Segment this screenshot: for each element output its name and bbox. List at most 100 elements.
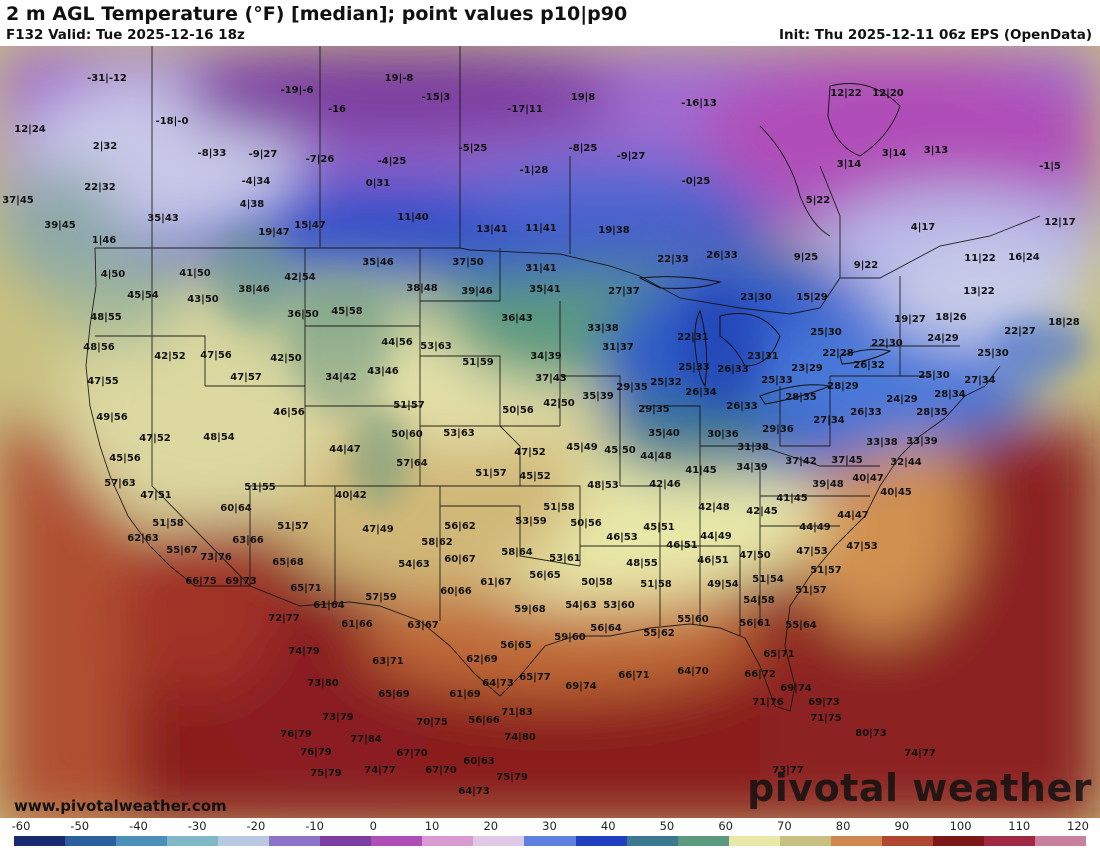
point-value-label: 33|38 [866,437,898,448]
point-value-label: 29|35 [638,404,670,415]
point-value-label: 72|77 [268,613,300,624]
point-value-label: 35|40 [648,428,680,439]
point-value-label: 53|61 [549,553,581,564]
point-value-label: 61|69 [449,689,481,700]
point-values: -31|-12 -19|-6 19|-8 -15|3 -16 -17|11 19|8 -16|… [2,73,1080,797]
point-value-label: 47|53 [796,546,828,557]
point-value-label: 19|38 [598,225,630,236]
point-value-label: 56|64 [590,623,622,634]
point-value-label: -19|-6 [281,85,314,96]
point-value-label: 80|73 [855,728,887,739]
point-value-label: 3|14 [882,148,907,159]
color-scale-swatch [320,836,372,846]
point-value-label: 69|74 [565,681,597,692]
point-value-label: 51|58 [543,502,575,513]
point-value-label: 44|49 [799,522,831,533]
point-value-label: 9|25 [794,252,819,263]
point-value-label: 36|43 [501,313,533,324]
point-value-label: 12|22 [830,88,862,99]
temperature-fill [0,46,1100,818]
point-value-label: 37|43 [535,373,567,384]
point-value-label: 46|51 [697,555,729,566]
point-value-label: -7|26 [306,154,335,165]
point-value-label: 9|22 [854,260,879,271]
point-value-label: 45|54 [127,290,159,301]
point-value-label: 51|55 [244,482,276,493]
point-value-label: 73|79 [322,712,354,723]
point-value-label: -0|25 [682,176,711,187]
point-value-label: -8|25 [569,143,598,154]
point-value-label: 1|46 [92,235,117,246]
point-value-label: 44|49 [700,531,732,542]
website-credit[interactable]: www.pivotalweather.com [14,797,227,815]
point-value-label: 62|69 [466,654,498,665]
point-value-label: 73|77 [772,765,804,776]
point-value-label: 25|33 [761,375,793,386]
color-scale-swatch [983,836,1036,846]
point-value-label: -5|25 [459,143,488,154]
hudson-bay-coast [759,83,901,237]
point-value-label: 19|8 [571,92,596,103]
point-value-label: 19|47 [258,227,290,238]
point-value-label: 44|48 [640,451,672,462]
point-value-label: 43|50 [187,294,219,305]
color-scale-tick: 120 [1067,819,1089,833]
color-scale-tick: -40 [129,819,148,833]
header: 2 m AGL Temperature (°F) [median]; point… [0,0,1100,46]
point-value-label: 13|41 [476,224,508,235]
point-value-label: 56|61 [739,618,771,629]
point-value-label: 33|38 [587,323,619,334]
point-value-label: 46|56 [273,407,305,418]
point-value-label: 55|60 [677,614,709,625]
point-value-label: -16 [328,104,346,115]
point-value-label: 36|50 [287,309,319,320]
point-value-label: -17|11 [507,104,543,115]
point-value-label: 51|58 [152,518,184,529]
point-value-label: 26|33 [706,250,738,261]
point-value-label: 12|17 [1044,217,1076,228]
point-value-label: 41|50 [179,268,211,279]
point-value-label: 48|54 [203,432,235,443]
point-value-label: 54|63 [565,600,597,611]
point-value-label: 22|30 [871,338,903,349]
point-value-label: 3|14 [837,159,862,170]
point-value-label: 27|34 [964,375,996,386]
map-canvas[interactable]: -31|-12 -19|-6 19|-8 -15|3 -16 -17|11 19|8 -16|… [0,46,1100,818]
point-value-label: 50|58 [581,577,613,588]
point-value-label: -31|-12 [87,73,127,84]
point-value-label: 56|62 [444,521,476,532]
color-scale-swatch [371,836,423,846]
point-value-label: 53|63 [420,341,452,352]
point-value-label: 28|35 [785,392,817,403]
point-value-label: 51|58 [640,579,672,590]
point-value-label: 60|64 [220,503,252,514]
point-value-label: 61|66 [341,619,373,630]
boundaries [85,46,1041,712]
color-scale-swatch [65,836,117,846]
point-value-label: 22|33 [657,254,689,265]
point-value-label: 42|46 [649,479,681,490]
point-value-label: 12|20 [872,88,904,99]
point-value-label: 25|33 [678,362,710,373]
point-value-label: 47|50 [739,550,771,561]
color-scale-swatch [116,836,168,846]
color-scale-swatch [14,836,66,846]
point-value-label: 22|32 [84,182,116,193]
point-value-label: 56|65 [500,640,532,651]
point-value-label: 23|29 [791,363,823,374]
point-value-label: 35|41 [529,284,561,295]
point-value-label: 45|58 [331,306,363,317]
point-value-label: 18|28 [1048,317,1080,328]
temperature-map[interactable]: -31|-12 -19|-6 19|-8 -15|3 -16 -17|11 19|8 -16|… [0,46,1100,818]
color-scale-tick: 50 [659,819,675,833]
point-value-label: 28|34 [934,389,966,400]
point-value-label: 22|31 [677,332,709,343]
point-value-label: 15|47 [294,220,326,231]
point-value-label: 46|51 [666,540,698,551]
point-value-label: 31|37 [602,342,634,353]
point-value-label: 37|45 [831,455,863,466]
color-scale-tick: 20 [483,819,499,833]
point-value-label: 74|77 [904,748,936,759]
point-value-label: 65|68 [272,557,304,568]
color-scale-swatch [932,836,985,846]
